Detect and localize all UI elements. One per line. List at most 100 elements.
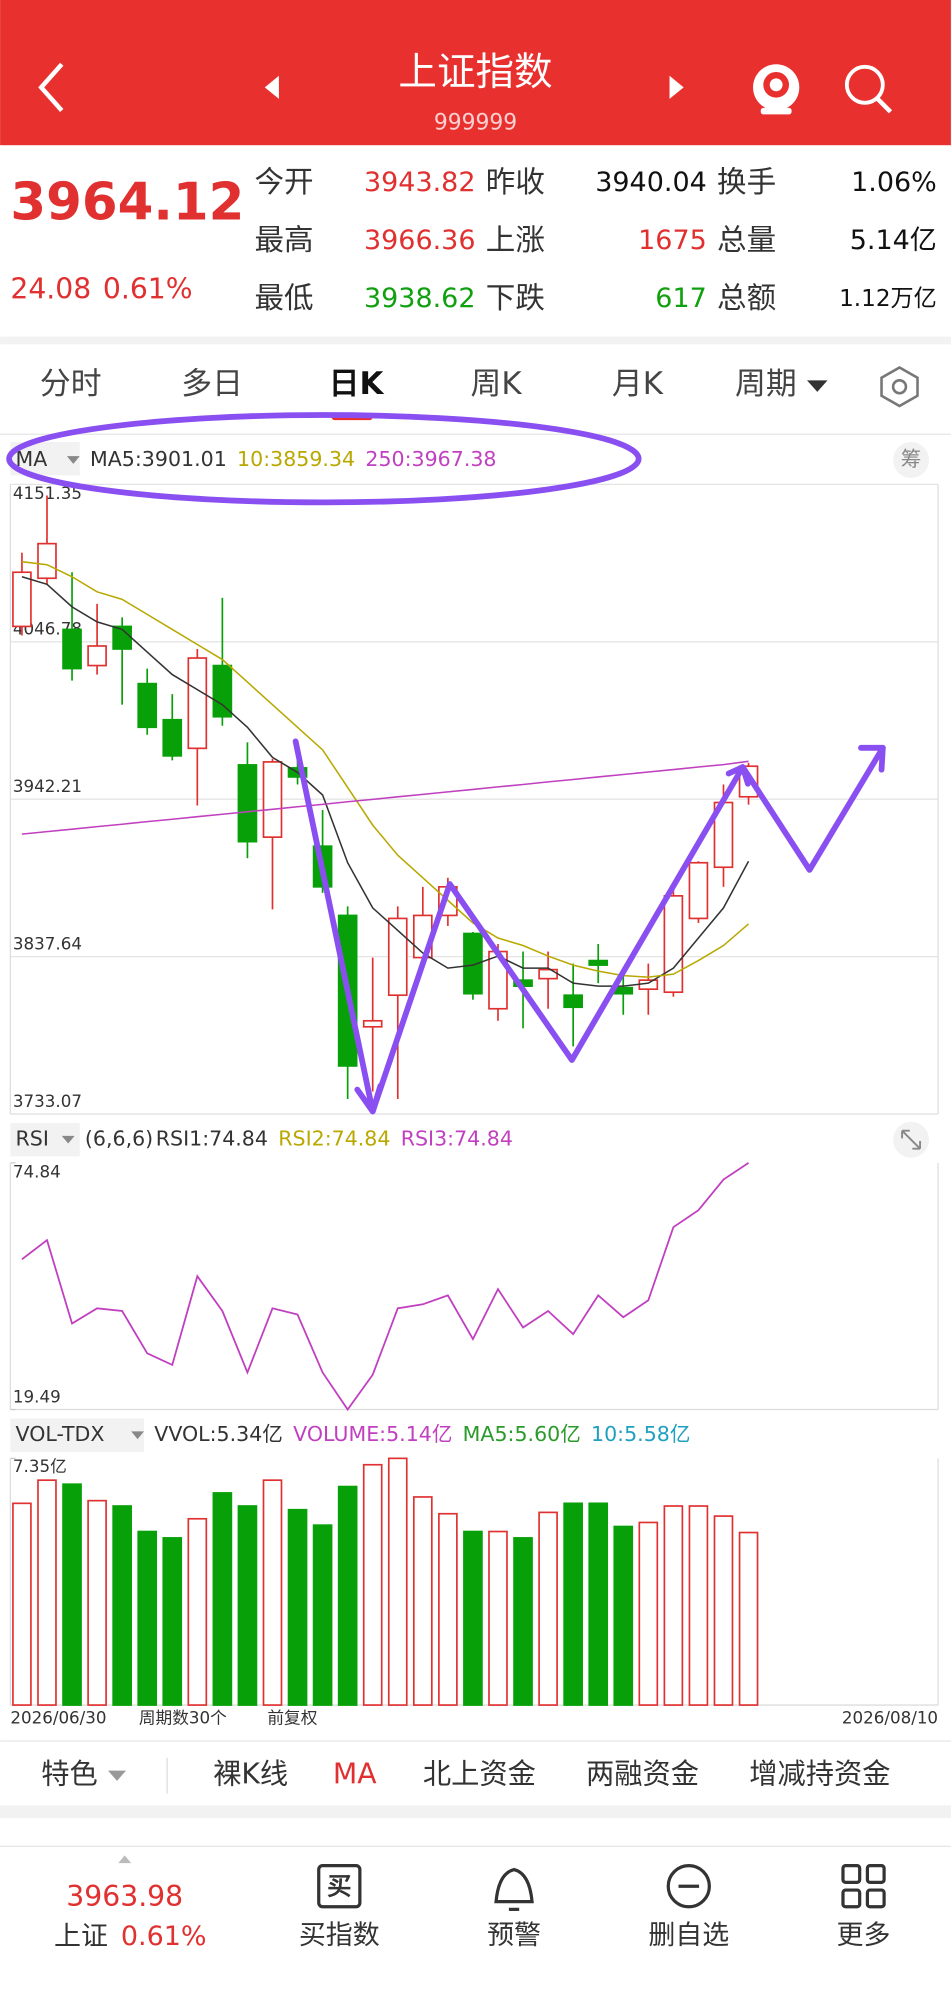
- volume-bar: [513, 1537, 533, 1706]
- tab[interactable]: 周期: [735, 366, 797, 402]
- candle-body: [688, 861, 709, 920]
- rsi-line: [21, 1162, 750, 1412]
- tab[interactable]: 周K: [471, 366, 523, 402]
- y-tick-label: 74.84: [13, 1162, 61, 1182]
- chip-button[interactable]: 筹: [901, 447, 922, 471]
- field-value: 3966.36: [364, 225, 476, 256]
- toolbar-item[interactable]: 裸K线: [213, 1758, 288, 1791]
- indicator-label[interactable]: VOL-TDX: [16, 1422, 105, 1446]
- search-icon[interactable]: [844, 64, 893, 114]
- volume-bar: [162, 1537, 183, 1706]
- footer-button[interactable]: 删自选: [648, 1920, 729, 1951]
- volume-bar: [362, 1463, 383, 1706]
- y-tick-label: 19.49: [13, 1386, 61, 1406]
- volume-bar: [663, 1505, 684, 1706]
- volume-bar: [738, 1531, 759, 1706]
- legend-params: (6,6,6): [85, 1127, 153, 1151]
- tab[interactable]: 多日: [181, 366, 243, 402]
- note: 前复权: [267, 1708, 317, 1728]
- indicator-label[interactable]: RSI: [16, 1127, 49, 1151]
- separator: [0, 1805, 951, 1819]
- volume-bar: [312, 1524, 333, 1706]
- volume-bar: [87, 1499, 107, 1706]
- change: 24.08: [10, 272, 91, 305]
- ma-line: [21, 560, 750, 978]
- volume-bar: [287, 1508, 308, 1706]
- field-label: 最高: [254, 223, 313, 257]
- ma-line: [21, 576, 750, 987]
- candle-body: [613, 986, 634, 995]
- field-label: 最低: [254, 281, 313, 315]
- volume-bar: [488, 1530, 508, 1706]
- candle-body: [137, 682, 158, 729]
- y-tick-label: 3837.64: [13, 934, 82, 954]
- toolbar-item[interactable]: 北上资金: [423, 1758, 536, 1791]
- field-value: 3940.04: [595, 167, 707, 198]
- volume-bar: [262, 1479, 283, 1706]
- field-label: 总额: [717, 281, 776, 315]
- volume-bar: [212, 1492, 233, 1706]
- volume-bar: [713, 1515, 734, 1706]
- toolbar-item[interactable]: 两融资金: [586, 1758, 699, 1791]
- legend-entry: RSI2:74.84: [278, 1127, 390, 1151]
- bell-icon[interactable]: [494, 1867, 534, 1911]
- field-value: 1.12万亿: [839, 286, 937, 312]
- code: 999999: [434, 110, 517, 135]
- up-caret: [118, 1855, 132, 1864]
- dropdown-caret: [61, 1135, 75, 1144]
- next-button[interactable]: [669, 75, 684, 99]
- footer-button[interactable]: 买指数: [299, 1920, 380, 1951]
- dropdown-caret: [807, 380, 828, 392]
- candle-body: [362, 1019, 383, 1028]
- volume-bar: [438, 1512, 458, 1706]
- indicator-box[interactable]: [10, 1418, 144, 1452]
- candle-body: [62, 628, 82, 670]
- volume-bar: [613, 1525, 634, 1706]
- legend-entry: RSI3:74.84: [401, 1127, 513, 1151]
- field-label: 总量: [717, 223, 776, 257]
- chip-button-bg[interactable]: [893, 442, 930, 478]
- footer-button[interactable]: 更多: [837, 1920, 891, 1951]
- volume-bar: [412, 1496, 433, 1706]
- volume-bar: [387, 1457, 408, 1706]
- dropdown-caret: [108, 1770, 127, 1781]
- note: 周期数30个: [139, 1708, 227, 1728]
- settings-icon[interactable]: [880, 366, 919, 408]
- toolbar-item[interactable]: 增减持资金: [749, 1758, 890, 1791]
- prev-button[interactable]: [264, 75, 279, 99]
- more-icon[interactable]: [841, 1864, 886, 1909]
- title: 上证指数: [398, 50, 552, 95]
- toolbar-item[interactable]: MA: [333, 1758, 377, 1791]
- separator: [0, 336, 951, 345]
- candle-body: [463, 932, 483, 995]
- back-button[interactable]: [38, 62, 64, 112]
- volume-bar: [62, 1483, 82, 1706]
- legend-entry: 10:3859.34: [237, 447, 355, 471]
- y-tick-label: 7.35亿: [13, 1456, 67, 1476]
- candle-body: [262, 761, 283, 838]
- indicator-label[interactable]: MA: [16, 447, 48, 471]
- field-value: 3938.62: [364, 283, 476, 314]
- remove-icon[interactable]: [666, 1864, 711, 1909]
- settings-icon-dot: [891, 379, 908, 395]
- volume-bar: [237, 1505, 258, 1706]
- field-value: 617: [655, 283, 706, 314]
- buy-icon-text: 买: [327, 1872, 351, 1901]
- mascot-icon[interactable]: [753, 64, 800, 115]
- tab[interactable]: 分时: [40, 366, 102, 402]
- tab[interactable]: 日K: [329, 366, 385, 402]
- field-label: 下跌: [486, 281, 545, 315]
- candle-body: [387, 917, 408, 997]
- field-label: 今开: [254, 165, 313, 199]
- candle-body: [162, 718, 183, 757]
- candle-body: [37, 542, 57, 580]
- ma-line: [21, 760, 749, 835]
- buy-icon[interactable]: [317, 1864, 362, 1909]
- field-value: 1675: [638, 225, 707, 256]
- candle-body: [588, 959, 609, 966]
- footer-button[interactable]: 预警: [487, 1920, 541, 1951]
- tab[interactable]: 月K: [612, 366, 664, 402]
- toolbar-item[interactable]: 特色: [41, 1758, 98, 1791]
- expand-icon: [901, 1129, 922, 1150]
